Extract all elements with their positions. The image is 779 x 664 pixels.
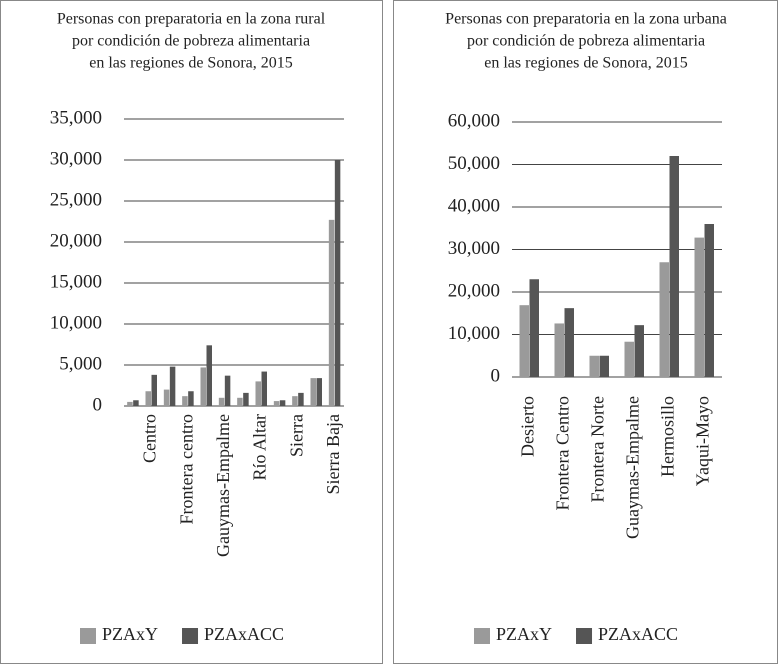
bar — [298, 392, 304, 406]
bar — [218, 397, 225, 406]
chart-title: Personas con preparatoria en la zona urb… — [445, 11, 727, 28]
bar — [151, 374, 157, 406]
chart-title: en las regiones de Sonora, 2015 — [484, 55, 688, 72]
bar — [310, 378, 316, 406]
bar — [163, 389, 170, 406]
y-tick-label: 5,000 — [59, 353, 102, 374]
bar — [206, 345, 212, 406]
y-tick-label: 10,000 — [50, 312, 102, 333]
bar — [634, 325, 644, 377]
x-tick-label: Desierto — [518, 396, 538, 457]
y-tick-label: 60,000 — [448, 110, 500, 131]
bar — [127, 401, 133, 406]
panel — [0, 0, 383, 664]
chart-title: por condición de pobreza alimentaria — [467, 33, 705, 50]
bar — [328, 219, 335, 406]
y-tick-label: 10,000 — [448, 323, 500, 344]
legend-label: PZAxACC — [598, 624, 678, 644]
y-tick-label: 15,000 — [50, 271, 102, 292]
bar — [255, 381, 261, 406]
bar — [273, 401, 280, 406]
bar — [519, 305, 529, 377]
legend-swatch — [576, 628, 593, 644]
x-tick-label: Gauymas-Empalme — [213, 414, 233, 557]
y-tick-label: 30,000 — [50, 148, 102, 169]
y-tick-label: 20,000 — [50, 230, 102, 251]
y-tick-label: 30,000 — [448, 238, 500, 259]
bar — [529, 279, 539, 377]
x-tick-label: Sierra — [286, 414, 306, 457]
y-tick-label: 25,000 — [50, 189, 102, 210]
bar — [292, 396, 298, 406]
legend-label: PZAxY — [496, 624, 552, 644]
y-tick-label: 0 — [93, 394, 103, 415]
bar — [261, 371, 267, 406]
bar — [694, 237, 704, 377]
y-tick-label: 50,000 — [448, 153, 500, 174]
bar — [237, 397, 243, 406]
y-tick-label: 35,000 — [50, 107, 102, 128]
x-tick-label: Hermosillo — [658, 396, 678, 477]
x-tick-label: Frontera Centro — [553, 396, 573, 510]
chart-title: en las regiones de Sonora, 2015 — [89, 55, 293, 72]
legend-swatch — [80, 628, 96, 644]
bar — [704, 224, 714, 377]
bar — [316, 378, 322, 406]
x-tick-label: Guaymas-Empalme — [623, 396, 643, 539]
bar — [589, 355, 599, 377]
x-tick-label: Yaqui-Mayo — [693, 396, 713, 486]
x-tick-label: Centro — [140, 414, 160, 463]
bar — [564, 308, 574, 377]
bar — [659, 262, 669, 377]
bar — [599, 355, 609, 377]
bar — [133, 400, 139, 406]
legend-swatch — [474, 628, 490, 644]
x-tick-label: Sierra Baja — [323, 414, 343, 494]
bar — [224, 375, 231, 406]
y-tick-label: 40,000 — [448, 195, 500, 216]
x-tick-label: Río Altar — [250, 414, 270, 481]
x-tick-label: Frontera centro — [176, 414, 196, 524]
legend-label: PZAxY — [102, 624, 158, 644]
bar — [182, 396, 188, 406]
bar — [145, 391, 151, 406]
bar — [169, 366, 176, 406]
legend-swatch — [182, 628, 199, 644]
chart-title: por condición de pobreza alimentaria — [72, 33, 310, 50]
chart-title: Personas con preparatoria en la zona rur… — [57, 11, 326, 28]
bar — [334, 160, 341, 406]
y-tick-label: 20,000 — [448, 280, 500, 301]
x-tick-label: Frontera Norte — [588, 396, 608, 502]
bar — [624, 341, 634, 377]
bar — [200, 367, 206, 406]
bar — [243, 392, 249, 406]
bar — [554, 323, 564, 377]
y-tick-label: 0 — [491, 365, 501, 386]
bar — [188, 391, 194, 406]
bar — [669, 156, 679, 377]
legend-label: PZAxACC — [204, 624, 284, 644]
bar — [279, 400, 286, 406]
